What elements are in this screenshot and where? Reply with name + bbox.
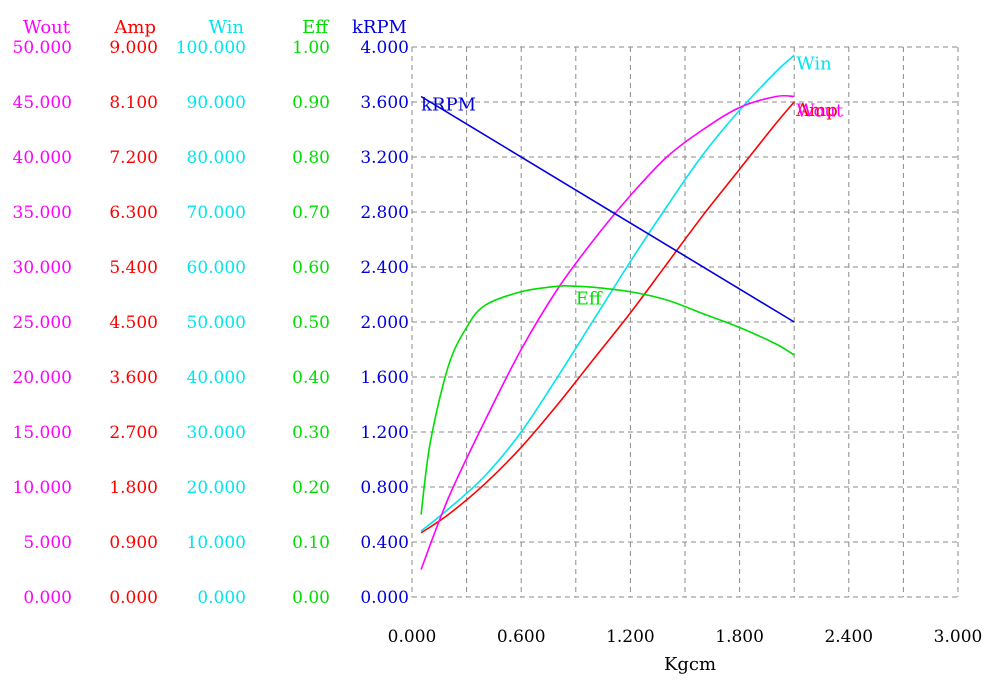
series-label-eff: Eff — [576, 288, 603, 309]
tick-label-amp: 7.200 — [109, 148, 158, 168]
tick-label-amp: 0.900 — [109, 533, 158, 553]
tick-label-krpm: 2.000 — [360, 313, 409, 333]
tick-label-win: 30.000 — [187, 423, 246, 443]
tick-label-wout: 0.000 — [23, 588, 72, 608]
tick-label-wout: 25.000 — [13, 313, 72, 333]
tick-label-eff: 0.90 — [292, 93, 330, 113]
tick-label-amp: 3.600 — [109, 368, 158, 388]
tick-label-krpm: 0.000 — [360, 588, 409, 608]
x-tick-label: 0.600 — [497, 627, 546, 647]
series-line-amp — [420, 101, 795, 534]
x-axis-title: Kgcm — [664, 654, 716, 675]
x-tick-label: 0.000 — [388, 627, 437, 647]
axis-header-eff: Eff — [302, 17, 329, 38]
series-label-krpm: kRPM — [421, 95, 476, 116]
tick-label-win: 100.000 — [176, 38, 246, 58]
grid — [411, 46, 959, 598]
axes: Wout 0.000 5.000 10.000 15.000 20.000 25.000 30… — [13, 17, 983, 647]
tick-label-win: 90.000 — [187, 93, 246, 113]
tick-label-win: 40.000 — [187, 368, 246, 388]
series-line-win — [420, 54, 795, 532]
tick-label-eff: 1.00 — [292, 38, 330, 58]
tick-label-amp: 6.300 — [109, 203, 158, 223]
series-line-eff — [420, 284, 795, 515]
tick-label-win: 10.000 — [187, 533, 246, 553]
tick-label-wout: 40.000 — [13, 148, 72, 168]
tick-label-krpm: 1.200 — [360, 423, 409, 443]
series-line-wout — [420, 94, 795, 570]
series-label-win: Win — [796, 53, 832, 74]
series-label-wout: Wout — [796, 101, 844, 122]
tick-label-eff: 0.30 — [292, 423, 330, 443]
series-lines — [420, 54, 795, 570]
tick-label-eff: 0.40 — [292, 368, 330, 388]
tick-label-wout: 20.000 — [13, 368, 72, 388]
axis-header-krpm: kRPM — [352, 17, 407, 38]
tick-label-eff: 0.80 — [292, 148, 330, 168]
tick-label-wout: 10.000 — [13, 478, 72, 498]
tick-label-amp: 4.500 — [109, 313, 158, 333]
tick-label-eff: 0.50 — [292, 313, 330, 333]
tick-label-wout: 30.000 — [13, 258, 72, 278]
tick-label-krpm: 1.600 — [360, 368, 409, 388]
tick-label-amp: 9.000 — [109, 38, 158, 58]
tick-label-krpm: 3.200 — [360, 148, 409, 168]
tick-label-amp: 2.700 — [109, 423, 158, 443]
tick-label-krpm: 4.000 — [360, 38, 409, 58]
tick-label-krpm: 2.800 — [360, 203, 409, 223]
tick-label-wout: 35.000 — [13, 203, 72, 223]
series-line-krpm — [420, 95, 795, 323]
tick-label-amp: 0.000 — [109, 588, 158, 608]
tick-label-wout: 45.000 — [13, 93, 72, 113]
tick-label-krpm: 0.800 — [360, 478, 409, 498]
tick-label-krpm: 2.400 — [360, 258, 409, 278]
x-tick-label: 1.800 — [715, 627, 764, 647]
axis-header-wout: Wout — [23, 17, 71, 38]
tick-label-win: 80.000 — [187, 148, 246, 168]
axis-header-win: Win — [208, 17, 244, 38]
x-tick-label: 1.200 — [606, 627, 655, 647]
tick-label-eff: 0.00 — [292, 588, 330, 608]
tick-label-wout: 5.000 — [23, 533, 72, 553]
tick-label-eff: 0.20 — [292, 478, 330, 498]
tick-label-win: 60.000 — [187, 258, 246, 278]
axis-header-amp: Amp — [113, 17, 156, 38]
tick-label-eff: 0.70 — [292, 203, 330, 223]
tick-label-win: 0.000 — [197, 588, 246, 608]
x-tick-label: 3.000 — [934, 627, 983, 647]
tick-label-amp: 5.400 — [109, 258, 158, 278]
tick-label-krpm: 0.400 — [360, 533, 409, 553]
tick-label-win: 50.000 — [187, 313, 246, 333]
tick-label-amp: 1.800 — [109, 478, 158, 498]
tick-label-krpm: 3.600 — [360, 93, 409, 113]
tick-label-wout: 15.000 — [13, 423, 72, 443]
tick-label-win: 70.000 — [187, 203, 246, 223]
tick-label-wout: 50.000 — [13, 38, 72, 58]
tick-label-amp: 8.100 — [109, 93, 158, 113]
tick-label-eff: 0.60 — [292, 258, 330, 278]
tick-label-win: 20.000 — [187, 478, 246, 498]
series-label-amp: Amp — [795, 100, 838, 121]
tick-label-eff: 0.10 — [292, 533, 330, 553]
x-tick-label: 2.400 — [824, 627, 873, 647]
